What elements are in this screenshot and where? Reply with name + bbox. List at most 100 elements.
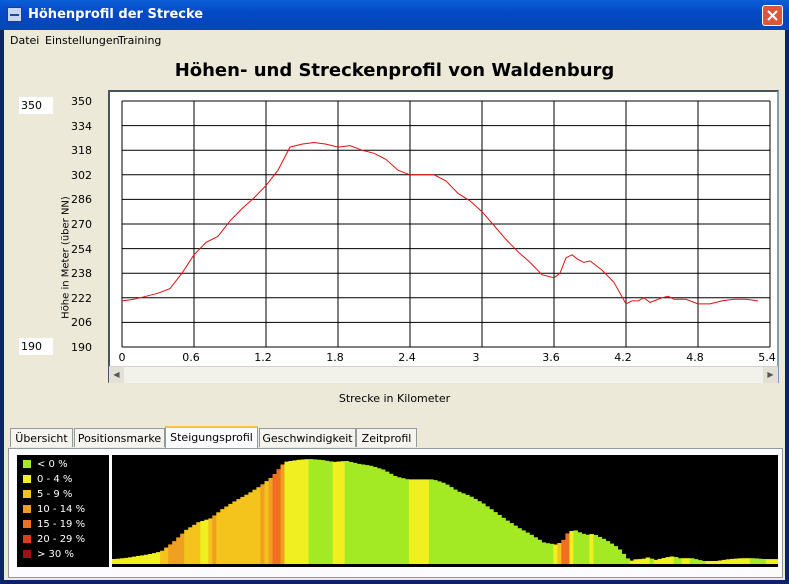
- gradient-column: [340, 461, 346, 564]
- title-bar[interactable]: Höhenprofil der Strecke: [0, 0, 789, 30]
- x-tick-label: 0: [118, 351, 126, 364]
- gradient-column: [288, 461, 294, 564]
- gradient-column: [184, 529, 189, 564]
- scroll-right-icon[interactable]: ▶: [763, 367, 778, 383]
- y-tick-label: 190: [71, 341, 92, 354]
- gradient-column: [176, 537, 181, 564]
- gradient-profile-chart[interactable]: [112, 455, 779, 567]
- gradient-column: [709, 561, 715, 564]
- gradient-column: [392, 476, 398, 564]
- gradient-column: [404, 479, 410, 564]
- gradient-column: [416, 479, 422, 564]
- gradient-column: [212, 515, 217, 564]
- gradient-column: [521, 530, 526, 564]
- gradient-column: [224, 506, 229, 564]
- gradient-column: [445, 484, 450, 564]
- gradient-column: [348, 462, 354, 564]
- gradient-column: [597, 536, 603, 564]
- gradient-column: [332, 461, 338, 564]
- ymin-input[interactable]: 190: [19, 338, 53, 355]
- menu-training[interactable]: Training: [118, 34, 162, 47]
- gradient-column: [601, 538, 607, 564]
- gradient-column: [276, 469, 282, 564]
- tab-positionsmarke[interactable]: Positionsmarke: [74, 428, 165, 447]
- y-tick-label: 238: [71, 267, 92, 280]
- gradient-column: [645, 557, 651, 564]
- tab-uebersicht[interactable]: Übersicht: [10, 428, 73, 447]
- x-tick-label: 0.6: [182, 351, 200, 364]
- x-axis-title: Strecke in Kilometer: [338, 392, 451, 405]
- gradient-column: [766, 559, 771, 564]
- gradient-svg: [112, 459, 779, 564]
- gradient-column: [501, 517, 506, 564]
- tab-zeitprofil[interactable]: Zeitprofil: [356, 428, 417, 447]
- legend-item: 15 - 19 %: [23, 519, 85, 531]
- gradient-column: [124, 557, 129, 564]
- gradient-column: [128, 557, 133, 564]
- gradient-column: [168, 544, 173, 564]
- ymax-input[interactable]: 350: [19, 97, 53, 114]
- gradient-column: [641, 558, 647, 564]
- gradient-column: [774, 559, 779, 564]
- gradient-column: [196, 522, 201, 564]
- gradient-column: [388, 473, 394, 564]
- gradient-column: [629, 560, 635, 564]
- gradient-column: [336, 461, 342, 564]
- gradient-column: [473, 498, 478, 564]
- gradient-column: [585, 534, 590, 564]
- menu-einstellungen[interactable]: Einstellungen: [45, 34, 120, 47]
- gradient-column: [433, 480, 438, 564]
- legend-swatch: [23, 520, 31, 528]
- gradient-column: [200, 521, 205, 564]
- elevation-plot[interactable]: [108, 90, 779, 383]
- close-button[interactable]: [762, 5, 783, 26]
- gradient-column: [625, 558, 631, 564]
- scroll-left-icon[interactable]: ◀: [109, 367, 124, 383]
- gradient-column: [372, 467, 378, 564]
- gradient-column: [192, 524, 197, 564]
- gradient-column: [617, 549, 623, 564]
- y-tick-label: 206: [71, 316, 92, 329]
- legend-item: > 30 %: [23, 549, 74, 561]
- gradient-column: [236, 499, 241, 564]
- gradient-column: [420, 479, 426, 564]
- gradient-column: [493, 512, 498, 564]
- legend-item: 0 - 4 %: [23, 474, 72, 486]
- gradient-column: [633, 559, 639, 564]
- gradient-column: [749, 558, 755, 564]
- gradient-column: [112, 559, 117, 564]
- gradient-column: [685, 558, 691, 564]
- gradient-column: [621, 553, 627, 564]
- legend-item: 10 - 14 %: [23, 504, 85, 516]
- tab-steigungsprofil[interactable]: Steigungsprofil: [165, 426, 258, 448]
- gradient-column: [441, 482, 446, 564]
- gradient-column: [368, 465, 374, 564]
- tab-geschwindigkeit[interactable]: Geschwindigkeit: [259, 428, 356, 447]
- menu-datei[interactable]: Datei: [10, 34, 40, 47]
- gradient-column: [669, 556, 675, 564]
- gradient-column: [553, 544, 558, 564]
- gradient-column: [360, 464, 366, 564]
- gradient-column: [424, 479, 430, 564]
- gradient-column: [673, 557, 679, 564]
- horizontal-scrollbar[interactable]: ◀ ▶: [109, 366, 778, 383]
- gradient-column: [144, 554, 149, 564]
- gradient-column: [188, 527, 193, 564]
- gradient-column: [609, 543, 615, 564]
- gradient-column: [248, 492, 253, 564]
- gradient-column: [132, 556, 137, 564]
- gradient-column: [400, 478, 406, 564]
- gradient-column: [489, 509, 494, 564]
- x-tick-label: 1.2: [254, 351, 272, 364]
- gradient-column: [461, 493, 466, 564]
- y-tick-label: 222: [71, 292, 92, 305]
- legend-label: < 0 %: [37, 459, 68, 470]
- gradient-column: [296, 459, 302, 564]
- gradient-column: [240, 496, 245, 564]
- gradient-column: [477, 501, 482, 564]
- elevation-line: [121, 141, 759, 305]
- gradient-column: [509, 523, 514, 564]
- gradient-column: [136, 556, 141, 564]
- gradient-column: [320, 460, 326, 564]
- gradient-column: [725, 559, 731, 564]
